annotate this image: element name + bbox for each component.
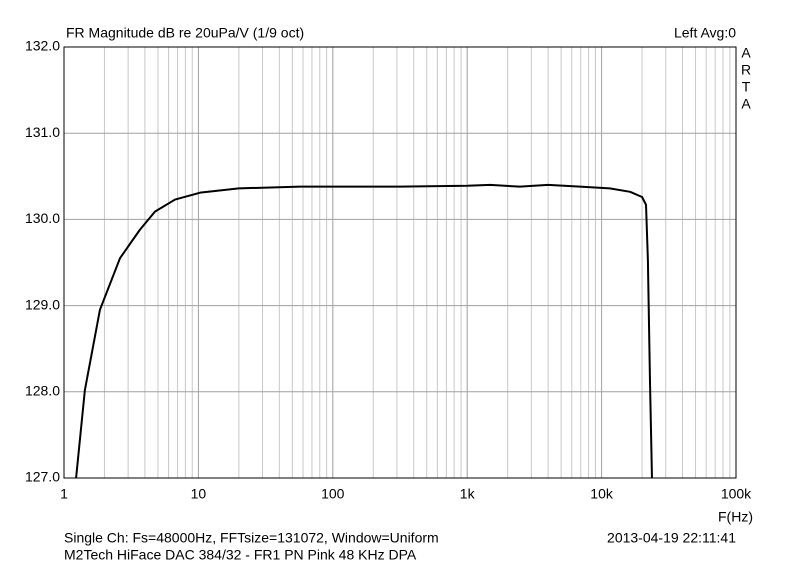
x-tick-label: 1 [60,486,68,502]
y-tick-label: 128.0 [25,383,60,399]
series-line [75,183,653,479]
footer-info: M2Tech HiFace DAC 384/32 - FR1 PN Pink 4… [64,547,417,563]
y-tick-label: 132.0 [25,38,60,54]
brand-letter: T [742,79,751,95]
chart-title: FR Magnitude dB re 20uPa/V (1/9 oct) [66,25,304,41]
y-tick-label: 130.0 [25,210,60,226]
y-tick-label: 131.0 [25,124,60,140]
channel-label: Left Avg:0 [674,25,736,41]
x-tick-label: 10k [590,486,614,502]
y-tick-label: 127.0 [25,469,60,485]
y-tick-label: 129.0 [25,296,60,312]
x-tick-label: 100 [321,486,345,502]
x-tick-label: 10 [191,486,207,502]
x-tick-label: 100k [721,486,752,502]
plot-border [63,46,737,479]
brand-letter: R [741,62,751,78]
footer-timestamp: 2013-04-19 22:11:41 [607,530,736,546]
x-axis-label: F(Hz) [718,509,753,525]
brand-letter: A [741,96,751,112]
brand-letter: A [741,45,751,61]
footer-info: Single Ch: Fs=48000Hz, FFTsize=131072, W… [64,530,439,546]
x-tick-label: 1k [460,486,476,502]
